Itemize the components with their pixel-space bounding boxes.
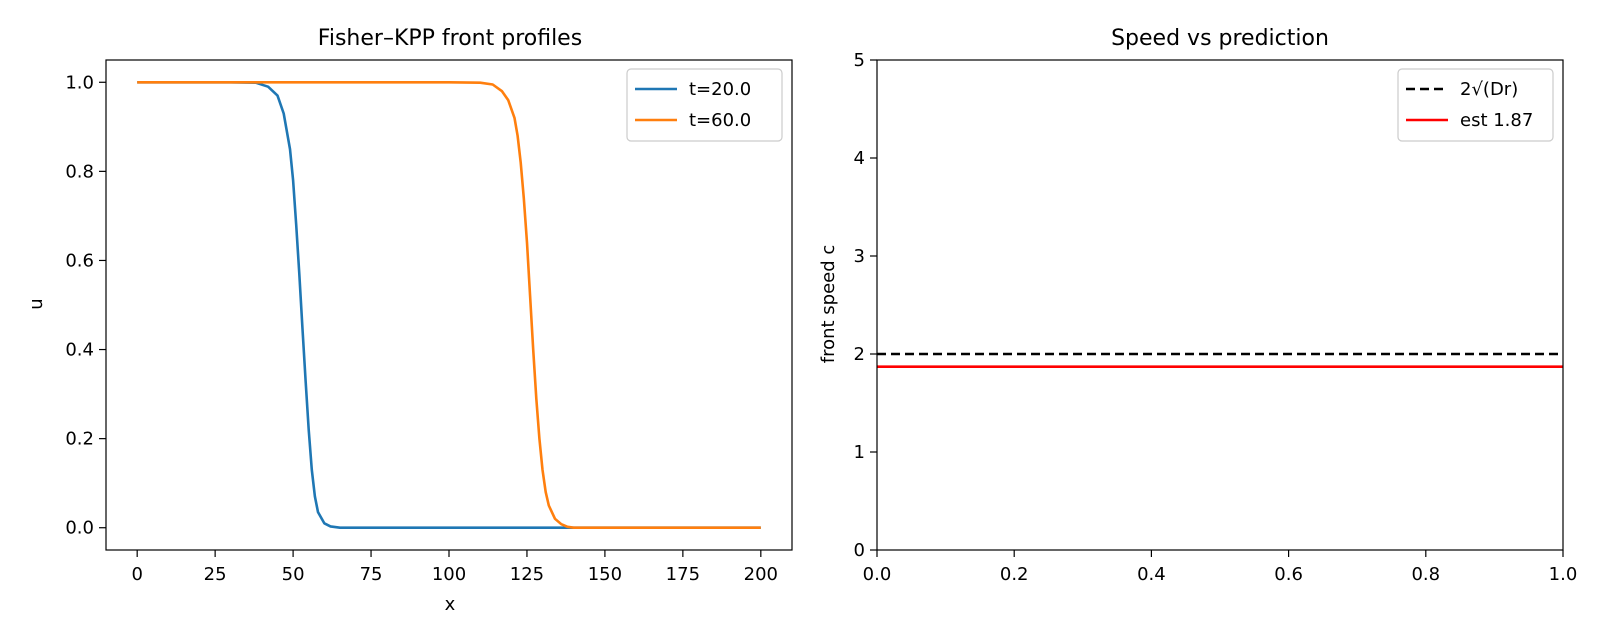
legend: 2√(Dr) est 1.87 (1397, 68, 1554, 142)
y-tick-label: 0.6 (65, 250, 94, 271)
plot-frame (105, 59, 793, 551)
x-ticks: 0.0 0.2 0.4 0.6 0.8 1.0 (863, 550, 1578, 585)
y-tick-label: 0.0 (65, 518, 94, 539)
y-tick-label: 2 (854, 344, 865, 365)
plot-frame (876, 59, 1564, 551)
x-tick-label: 75 (360, 564, 383, 585)
legend: t=20.0 t=60.0 (626, 68, 783, 142)
y-tick-label: 3 (854, 246, 865, 267)
legend-box (626, 68, 783, 142)
chart-fisher-kpp-profiles: Fisher–KPP front profiles x u 0 25 50 75 100… (26, 26, 793, 615)
x-tick-label: 0.8 (1411, 564, 1440, 585)
x-tick-label: 0.4 (1137, 564, 1166, 585)
x-tick-label: 200 (744, 564, 778, 585)
x-tick-label: 0.0 (863, 564, 892, 585)
x-tick-label: 0.2 (1000, 564, 1029, 585)
x-tick-label: 150 (588, 564, 622, 585)
series-group (137, 81, 761, 530)
y-tick-label: 0.8 (65, 161, 94, 182)
y-axis-label: front speed c (818, 245, 839, 364)
x-tick-label: 50 (282, 564, 305, 585)
x-ticks: 0 25 50 75 100 125 150 175 200 (131, 550, 778, 585)
y-axis-label: u (26, 298, 47, 309)
y-tick-label: 0.2 (65, 429, 94, 450)
legend-label: t=20.0 (689, 79, 751, 100)
legend-box (1397, 68, 1554, 142)
x-tick-label: 25 (204, 564, 227, 585)
y-tick-label: 0 (854, 540, 865, 561)
chart-title: Speed vs prediction (1111, 26, 1329, 51)
y-ticks: 0.0 0.2 0.4 0.6 0.8 1.0 (65, 72, 106, 539)
x-tick-label: 175 (666, 564, 700, 585)
y-tick-label: 4 (854, 148, 865, 169)
legend-label: t=60.0 (689, 110, 751, 131)
y-tick-label: 1 (854, 442, 865, 463)
series-line-2 (137, 81, 761, 530)
x-axis-label: x (445, 594, 456, 615)
y-ticks: 0 1 2 3 4 5 (854, 50, 877, 561)
y-tick-label: 5 (854, 50, 865, 71)
series-line-1 (137, 81, 761, 530)
legend-label: est 1.87 (1460, 110, 1533, 131)
chart-speed-vs-prediction: Speed vs prediction front speed c 0.0 0.2… (818, 26, 1577, 585)
legend-label: 2√(Dr) (1460, 79, 1518, 100)
x-tick-label: 1.0 (1549, 564, 1578, 585)
series-group (877, 352, 1563, 369)
y-tick-label: 0.4 (65, 340, 94, 361)
x-tick-label: 0.6 (1274, 564, 1303, 585)
x-tick-label: 100 (432, 564, 466, 585)
chart-title: Fisher–KPP front profiles (318, 26, 582, 51)
y-tick-label: 1.0 (65, 72, 94, 93)
x-tick-label: 0 (131, 564, 142, 585)
x-tick-label: 125 (510, 564, 544, 585)
